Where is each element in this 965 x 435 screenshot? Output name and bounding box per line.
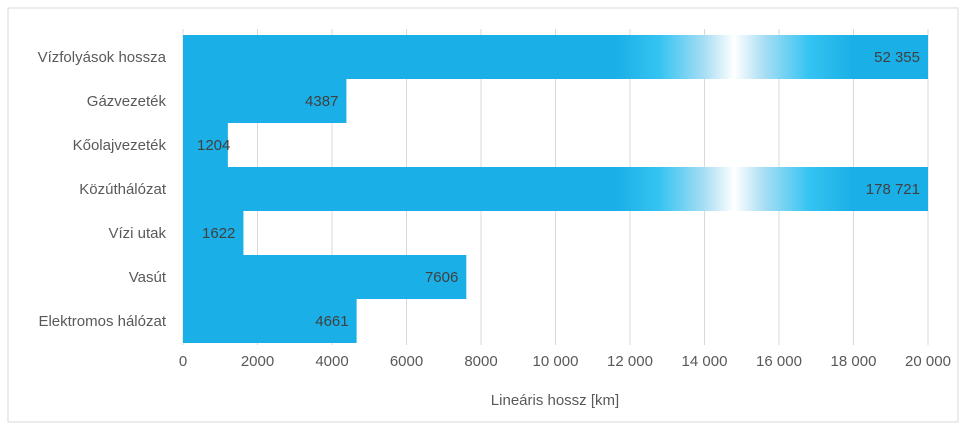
bar [183, 79, 347, 123]
x-tick-label: 8000 [464, 353, 497, 370]
bar [183, 211, 244, 255]
x-tick-label: 4000 [315, 353, 348, 370]
data-label: 4661 [315, 313, 348, 330]
x-tick-label: 20 000 [905, 353, 951, 370]
category-label: Vasút [129, 269, 167, 286]
x-tick-label: 10 000 [533, 353, 579, 370]
data-label: 1204 [197, 137, 230, 154]
x-tick-label: 6000 [390, 353, 423, 370]
x-tick-label: 0 [179, 353, 187, 370]
data-label: 7606 [425, 269, 458, 286]
x-tick-labels: 0 2000 4000 6000 8000 10 000 12 000 14 000 16 00… [179, 353, 951, 370]
data-label: 178 721 [866, 181, 920, 198]
data-label: 4387 [305, 93, 338, 110]
bar [183, 123, 228, 167]
category-label: Kőolajvezeték [73, 137, 167, 154]
data-label: 1622 [202, 225, 235, 242]
category-label: Közúthálózat [79, 181, 167, 198]
bar [183, 255, 467, 299]
category-label: Elektromos hálózat [38, 313, 166, 330]
category-labels: Vízfolyások hossza Gázvezeték Kőolajvezeté… [38, 49, 167, 330]
x-tick-label: 2000 [241, 353, 274, 370]
data-labels: 52 355 4387 1204 178 721 1622 7606 4661 [197, 49, 920, 330]
x-axis-title: Lineáris hossz [km] [491, 392, 619, 409]
category-label: Gázvezeték [87, 93, 167, 110]
category-label: Vízfolyások hossza [38, 49, 167, 66]
x-tick-label: 18 000 [831, 353, 877, 370]
data-label: 52 355 [874, 49, 920, 66]
bar [183, 167, 928, 211]
x-tick-label: 12 000 [607, 353, 653, 370]
bar [183, 299, 357, 343]
bars [183, 35, 928, 343]
x-tick-label: 16 000 [756, 353, 802, 370]
bar [183, 35, 928, 79]
x-tick-label: 14 000 [682, 353, 728, 370]
category-label: Vízi utak [108, 225, 166, 242]
